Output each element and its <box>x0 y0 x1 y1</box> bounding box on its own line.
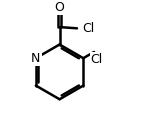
Text: Cl: Cl <box>82 22 94 35</box>
Text: N: N <box>31 52 41 65</box>
Text: O: O <box>55 1 65 14</box>
Text: Cl: Cl <box>91 53 103 66</box>
